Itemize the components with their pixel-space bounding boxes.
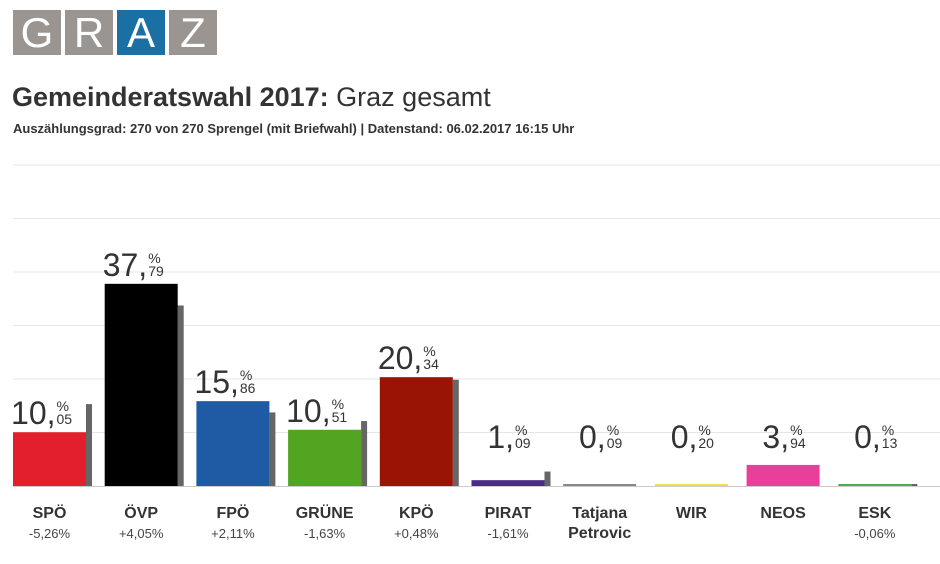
percent-sign: % (882, 422, 894, 438)
value-label: 0, (854, 419, 881, 455)
percent-sign: % (607, 422, 619, 438)
party-name: ESK (858, 505, 891, 522)
change-label: -1,63% (304, 526, 346, 541)
previous-bar (269, 412, 276, 486)
subtitle: Auszählungsgrad: 270 von 270 Sprengel (m… (13, 121, 575, 136)
party-name: Tatjana (572, 505, 627, 522)
previous-bar (86, 404, 92, 486)
bar (196, 401, 270, 486)
title-rest: Graz gesamt (336, 82, 491, 112)
bar (746, 464, 820, 486)
change-label: -5,26% (29, 526, 71, 541)
page-title: Gemeinderatswahl 2017: Graz gesamt (12, 82, 491, 113)
value-decimals: 79 (148, 263, 164, 279)
bar (13, 432, 86, 486)
party-name: NEOS (760, 505, 806, 522)
party-name: SPÖ (33, 503, 67, 522)
logo-letter: R (65, 9, 113, 56)
percent-sign: % (790, 422, 802, 438)
previous-bar (911, 484, 918, 486)
party-name: PIRAT (485, 505, 532, 522)
previous-bar (177, 305, 184, 486)
value-label: 0, (579, 419, 606, 455)
value-decimals: 09 (607, 435, 623, 451)
bar (288, 429, 362, 486)
percent-sign: % (515, 422, 527, 438)
percent-sign: % (332, 396, 344, 412)
value-decimals: 20 (698, 435, 714, 451)
graz-logo: G R A Z (13, 9, 217, 56)
logo-letter: G (13, 9, 61, 56)
party-name: ÖVP (124, 503, 158, 522)
party-name: GRÜNE (296, 503, 354, 522)
previous-bar (544, 471, 551, 486)
value-label: 10, (11, 395, 55, 431)
previous-bar (452, 379, 459, 486)
value-label: 15, (194, 364, 238, 400)
value-label: 20, (378, 340, 422, 376)
percent-sign: % (148, 250, 160, 266)
bar (104, 283, 178, 486)
value-decimals: 09 (515, 435, 531, 451)
value-label: 1, (487, 419, 514, 455)
logo-letter: A (117, 9, 165, 56)
value-label: 3, (762, 419, 789, 455)
value-decimals: 51 (332, 409, 348, 425)
previous-bar (361, 421, 368, 486)
bar (563, 484, 637, 486)
bar (654, 484, 728, 486)
percent-sign: % (423, 343, 435, 359)
party-name: WIR (676, 505, 708, 522)
bar (471, 480, 545, 486)
percent-sign: % (57, 398, 69, 414)
change-label: +2,11% (211, 526, 255, 541)
value-label: 0, (671, 419, 698, 455)
change-label: -1,61% (487, 526, 529, 541)
logo-letter: Z (169, 9, 217, 56)
title-bold: Gemeinderatswahl 2017: (12, 82, 329, 112)
value-decimals: 86 (240, 380, 256, 396)
party-name: KPÖ (399, 503, 434, 522)
value-label: 37, (103, 247, 147, 283)
value-label: 10, (286, 393, 330, 429)
value-decimals: 05 (57, 411, 73, 427)
percent-sign: % (240, 367, 252, 383)
party-name: Petrovic (568, 525, 631, 542)
party-name: FPÖ (216, 503, 249, 522)
value-decimals: 13 (882, 435, 898, 451)
change-label: -0,06% (854, 526, 896, 541)
change-label: +0,48% (394, 526, 439, 541)
bar (838, 484, 912, 486)
value-decimals: 34 (423, 356, 439, 372)
value-decimals: 94 (790, 435, 806, 451)
change-label: +4,05% (119, 526, 164, 541)
percent-sign: % (698, 422, 710, 438)
bar (379, 377, 453, 486)
